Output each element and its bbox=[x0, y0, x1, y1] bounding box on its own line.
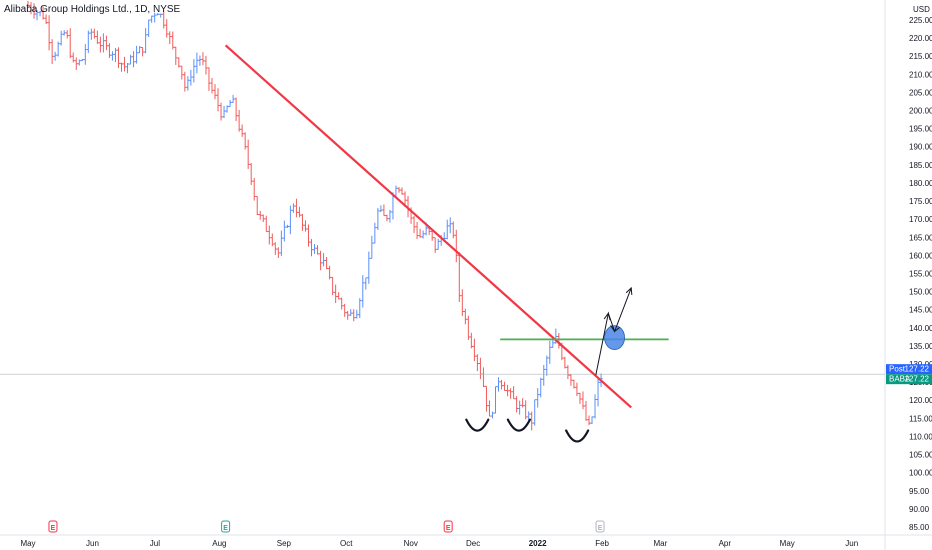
y-tick-label: 110.00 bbox=[909, 432, 932, 441]
y-tick-label: 105.00 bbox=[909, 451, 932, 460]
y-tick-label: 170.00 bbox=[909, 215, 932, 224]
earnings-marker-label: E bbox=[598, 525, 603, 532]
x-tick-label: May bbox=[780, 539, 795, 548]
y-tick-label: 210.00 bbox=[909, 70, 932, 79]
y-tick-label: 150.00 bbox=[909, 288, 932, 297]
x-tick-label: Aug bbox=[212, 539, 226, 548]
x-tick-label: Jun bbox=[845, 539, 858, 548]
y-tick-label: 115.00 bbox=[909, 414, 932, 423]
x-tick-label: Oct bbox=[340, 539, 353, 548]
y-tick-label: 185.00 bbox=[909, 161, 932, 170]
x-tick-label: 2022 bbox=[529, 539, 547, 548]
earnings-marker-label: E bbox=[51, 525, 56, 532]
earnings-marker-label: E bbox=[223, 525, 228, 532]
x-tick-label: Jul bbox=[150, 539, 160, 548]
y-tick-label: 135.00 bbox=[909, 342, 932, 351]
x-tick-label: Mar bbox=[653, 539, 667, 548]
earnings-marker bbox=[48, 520, 58, 533]
y-tick-label: 225.00 bbox=[909, 16, 932, 25]
bottom-arc bbox=[565, 429, 590, 443]
y-tick-label: 175.00 bbox=[909, 197, 932, 206]
bottom-arc bbox=[465, 418, 490, 432]
arrow-head bbox=[625, 286, 633, 295]
x-tick-label: Dec bbox=[466, 539, 480, 548]
y-tick-label: 120.00 bbox=[909, 396, 932, 405]
earnings-marker bbox=[221, 520, 231, 533]
y-tick-label: 85.00 bbox=[909, 523, 930, 532]
earnings-marker-label: E bbox=[446, 525, 451, 532]
y-tick-label: 140.00 bbox=[909, 324, 932, 333]
resistance-trendline bbox=[224, 44, 632, 409]
price-tag-label: Post bbox=[889, 365, 906, 374]
price-tag-label: BABA bbox=[889, 375, 911, 384]
x-tick-label: May bbox=[20, 539, 35, 548]
y-tick-label: 215.00 bbox=[909, 52, 932, 61]
x-tick-label: Jun bbox=[86, 539, 99, 548]
price-tag bbox=[886, 364, 932, 375]
y-tick-label: 90.00 bbox=[909, 505, 930, 514]
x-tick-label: Nov bbox=[404, 539, 418, 548]
y-tick-label: 200.00 bbox=[909, 107, 932, 116]
y-tick-label: 95.00 bbox=[909, 487, 930, 496]
x-tick-label: Feb bbox=[595, 539, 609, 548]
y-tick-label: 195.00 bbox=[909, 125, 932, 134]
retest-circle bbox=[604, 325, 625, 350]
currency-label: USD bbox=[913, 5, 930, 14]
earnings-marker bbox=[443, 520, 453, 533]
price-tag-value: 127.22 bbox=[905, 375, 930, 384]
y-tick-label: 100.00 bbox=[909, 469, 932, 478]
x-tick-label: Apr bbox=[719, 539, 732, 548]
y-tick-label: 190.00 bbox=[909, 143, 932, 152]
chart-title: Alibaba Group Holdings Ltd., 1D, NYSE bbox=[4, 4, 181, 15]
y-tick-label: 180.00 bbox=[909, 179, 932, 188]
price-tag bbox=[886, 374, 932, 385]
earnings-marker bbox=[595, 520, 605, 533]
bottom-arc bbox=[506, 418, 532, 432]
price-tag-value: 127.22 bbox=[905, 365, 930, 374]
y-tick-label: 145.00 bbox=[909, 306, 932, 315]
projection-arrow bbox=[595, 287, 632, 375]
x-tick-label: Sep bbox=[277, 539, 292, 548]
y-tick-label: 155.00 bbox=[909, 269, 932, 278]
arrow-head bbox=[603, 312, 611, 321]
arrow-head bbox=[610, 325, 620, 333]
y-tick-label: 160.00 bbox=[909, 251, 932, 260]
y-tick-label: 220.00 bbox=[909, 34, 932, 43]
y-tick-label: 205.00 bbox=[909, 88, 932, 97]
y-tick-label: 165.00 bbox=[909, 233, 932, 242]
